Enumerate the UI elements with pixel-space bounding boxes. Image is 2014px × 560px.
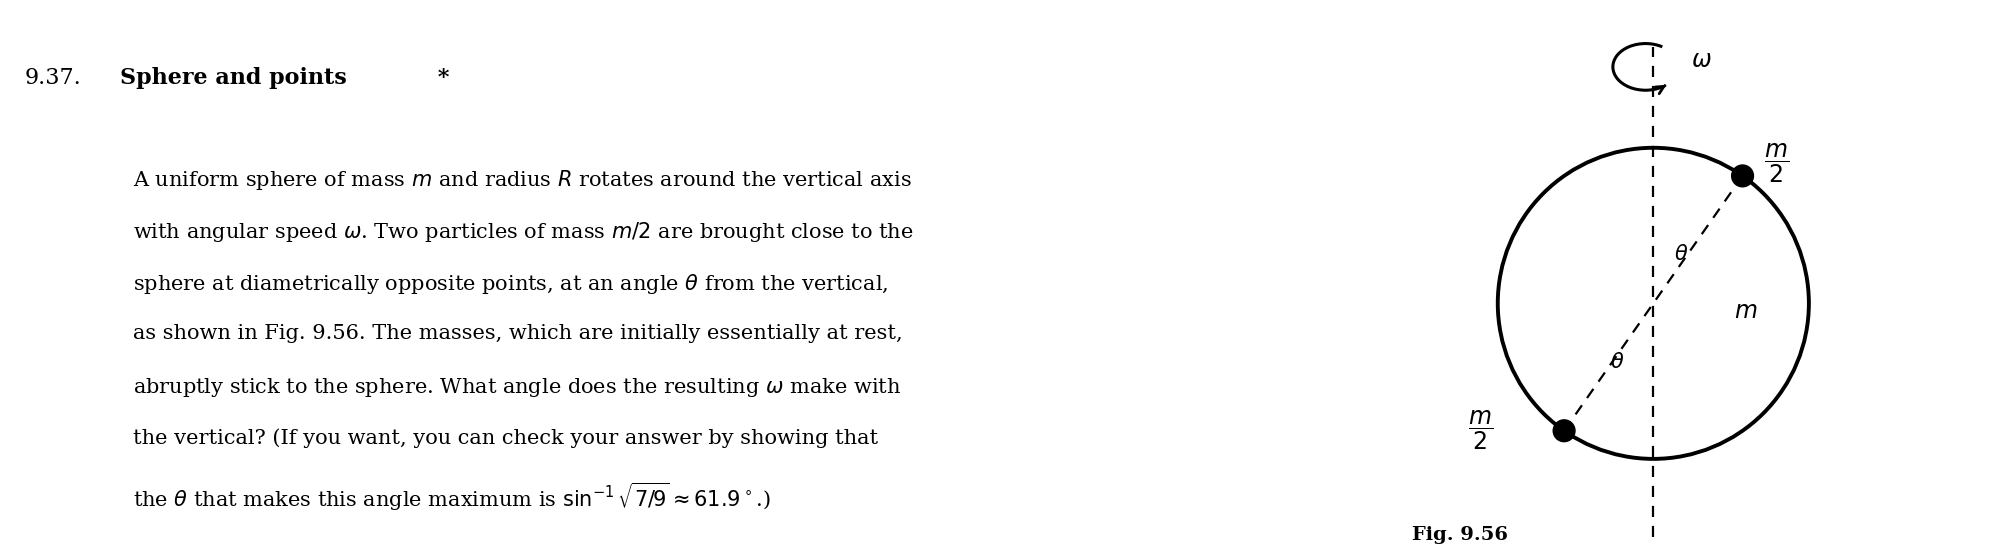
Text: 9.37.: 9.37. [24,67,81,89]
Text: Fig. 9.56: Fig. 9.56 [1412,526,1508,544]
Circle shape [1553,420,1575,442]
Text: *: * [429,67,449,89]
Text: $\theta$: $\theta$ [1609,352,1623,372]
Text: A uniform sphere of mass $m$ and radius $R$ rotates around the vertical axis: A uniform sphere of mass $m$ and radius … [133,168,912,192]
Text: the vertical? (If you want, you can check your answer by showing that: the vertical? (If you want, you can chec… [133,428,878,448]
Circle shape [1732,165,1754,187]
Text: $\omega$: $\omega$ [1690,49,1712,72]
Text: $\dfrac{m}{2}$: $\dfrac{m}{2}$ [1468,409,1492,452]
Text: abruptly stick to the sphere. What angle does the resulting $\omega$ make with: abruptly stick to the sphere. What angle… [133,376,900,399]
Text: with angular speed $\omega$. Two particles of mass $m/2$ are brought close to th: with angular speed $\omega$. Two particl… [133,220,914,244]
Text: sphere at diametrically opposite points, at an angle $\theta$ from the vertical,: sphere at diametrically opposite points,… [133,272,888,296]
Text: $\theta$: $\theta$ [1674,244,1688,264]
Text: $\dfrac{m}{2}$: $\dfrac{m}{2}$ [1764,142,1788,185]
Text: as shown in Fig. 9.56. The masses, which are initially essentially at rest,: as shown in Fig. 9.56. The masses, which… [133,324,902,343]
Text: $m$: $m$ [1734,300,1758,323]
Text: Sphere and points: Sphere and points [119,67,346,89]
Text: the $\theta$ that makes this angle maximum is $\sin^{-1}\sqrt{7/9}\approx 61.9^\: the $\theta$ that makes this angle maxim… [133,480,771,513]
